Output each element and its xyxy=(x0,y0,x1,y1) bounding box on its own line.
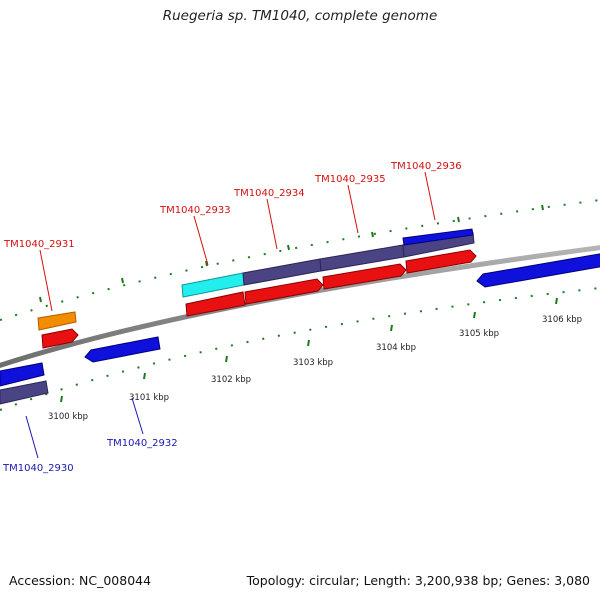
gene-tm1040-2931[interactable] xyxy=(37,311,77,331)
genome-summary-text: Topology: circular; Length: 3,200,938 bp… xyxy=(246,573,590,588)
gene-label-tm1040-2933[interactable]: TM1040_2933 xyxy=(159,205,231,216)
gene-label-tm1040-2930[interactable]: TM1040_2930 xyxy=(2,463,74,474)
cds-tm1040-2934[interactable] xyxy=(244,278,324,305)
tick-label-3104: 3104 kbp xyxy=(376,343,416,353)
tick-label-3105: 3105 kbp xyxy=(459,329,499,339)
reverse-genes xyxy=(0,253,600,405)
label-leaders xyxy=(25,171,436,459)
tick-label-3106: 3106 kbp xyxy=(542,315,582,325)
accession-text: Accession: NC_008044 xyxy=(9,573,152,588)
gene-tm1040-2936-top[interactable] xyxy=(402,228,474,246)
gene-labels: TM1040_2931 TM1040_2933 TM1040_2934 TM10… xyxy=(2,161,462,474)
inner-major-ticks xyxy=(60,297,558,403)
gene-label-tm1040-2934[interactable]: TM1040_2934 xyxy=(233,188,305,199)
cds-tm1040-2931[interactable] xyxy=(41,328,79,349)
cds-tm1040-2936[interactable] xyxy=(405,249,477,274)
forward-genes xyxy=(37,228,477,349)
inner-tick-track xyxy=(0,287,600,411)
gene-label-tm1040-2931[interactable]: TM1040_2931 xyxy=(3,239,75,250)
outer-major-ticks xyxy=(39,204,544,303)
gene-label-tm1040-2935[interactable]: TM1040_2935 xyxy=(314,174,386,185)
tick-label-3102: 3102 kbp xyxy=(211,375,251,385)
tick-label-3100: 3100 kbp xyxy=(48,412,88,422)
gene-label-tm1040-2932[interactable]: TM1040_2932 xyxy=(106,438,178,449)
cds-tm1040-2935[interactable] xyxy=(322,263,407,290)
tick-label-3101: 3101 kbp xyxy=(129,393,169,403)
cds-tm1040-2933[interactable] xyxy=(185,291,246,317)
map-title: Ruegeria sp. TM1040, complete genome xyxy=(162,8,438,24)
gene-tm1040-2930-blue[interactable] xyxy=(0,362,45,387)
scale-labels: 3100 kbp 3101 kbp 3102 kbp 3103 kbp 3104… xyxy=(48,315,582,422)
gene-tm1040-2930[interactable] xyxy=(0,380,49,405)
gene-tm1040-2937[interactable] xyxy=(476,253,600,288)
gene-label-tm1040-2936[interactable]: TM1040_2936 xyxy=(390,161,462,172)
tick-label-3103: 3103 kbp xyxy=(293,358,333,368)
gene-tm1040-2932[interactable] xyxy=(84,336,161,363)
